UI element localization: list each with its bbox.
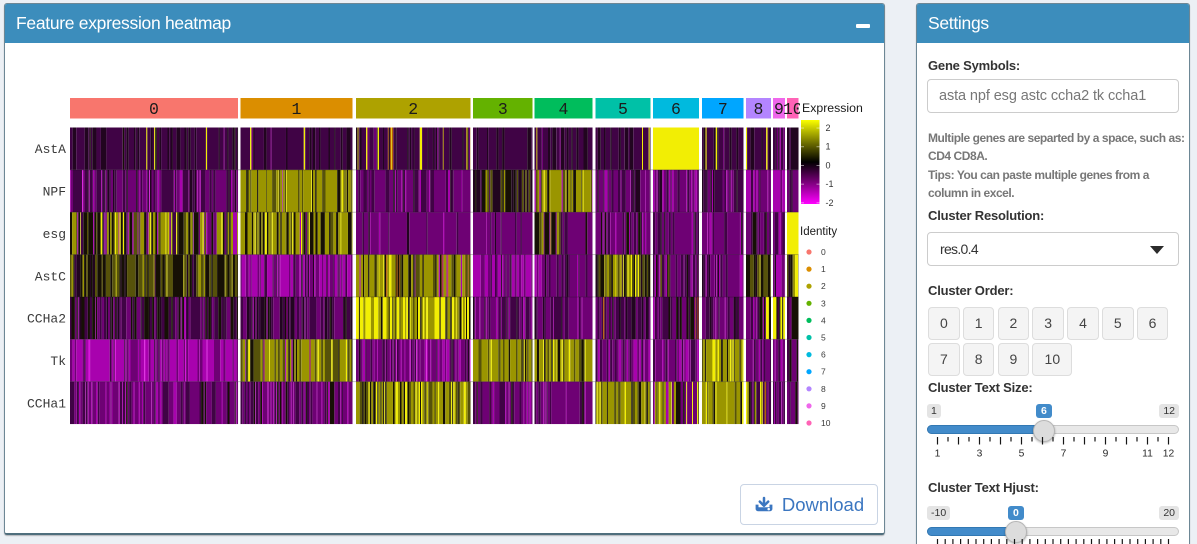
svg-text:7: 7 [718,100,728,119]
svg-text:0: 0 [826,160,831,170]
svg-text:CCHa1: CCHa1 [27,396,66,411]
svg-text:6: 6 [671,100,681,119]
svg-text:-2: -2 [826,198,834,208]
svg-text:10: 10 [783,100,803,119]
svg-text:Tk: Tk [50,354,66,369]
svg-text:AstA: AstA [35,142,66,157]
svg-text:-1: -1 [826,179,834,189]
svg-text:5: 5 [618,100,628,119]
svg-text:12: 12 [1163,449,1175,460]
svg-text:3: 3 [498,100,508,119]
svg-text:1: 1 [935,449,941,460]
svg-text:CCHa2: CCHa2 [27,312,66,327]
svg-text:1: 1 [821,264,826,274]
svg-text:1: 1 [826,142,831,152]
svg-text:9: 9 [821,401,826,411]
svg-text:3: 3 [821,298,826,308]
svg-text:AstC: AstC [35,269,66,284]
svg-text:2: 2 [826,123,831,133]
svg-text:NPF: NPF [43,185,66,200]
svg-text:11: 11 [1142,449,1153,460]
svg-text:Identity: Identity [800,226,837,238]
svg-text:7: 7 [1061,449,1067,460]
svg-text:5: 5 [1019,449,1025,460]
svg-text:Expression: Expression [802,101,863,115]
svg-text:4: 4 [821,315,826,325]
svg-text:esg: esg [43,227,66,242]
svg-text:0: 0 [821,247,826,257]
svg-text:3: 3 [977,449,983,460]
svg-text:8: 8 [821,384,826,394]
svg-text:1: 1 [292,100,302,119]
svg-text:2: 2 [821,281,826,291]
svg-text:4: 4 [559,100,569,119]
svg-text:9: 9 [1103,449,1109,460]
svg-text:6: 6 [821,350,826,360]
svg-text:7: 7 [821,367,826,377]
svg-text:8: 8 [754,100,764,119]
svg-text:0: 0 [149,100,159,119]
svg-text:10: 10 [821,418,831,428]
svg-text:2: 2 [408,100,418,119]
svg-text:9: 9 [774,100,784,119]
svg-text:5: 5 [821,333,826,343]
